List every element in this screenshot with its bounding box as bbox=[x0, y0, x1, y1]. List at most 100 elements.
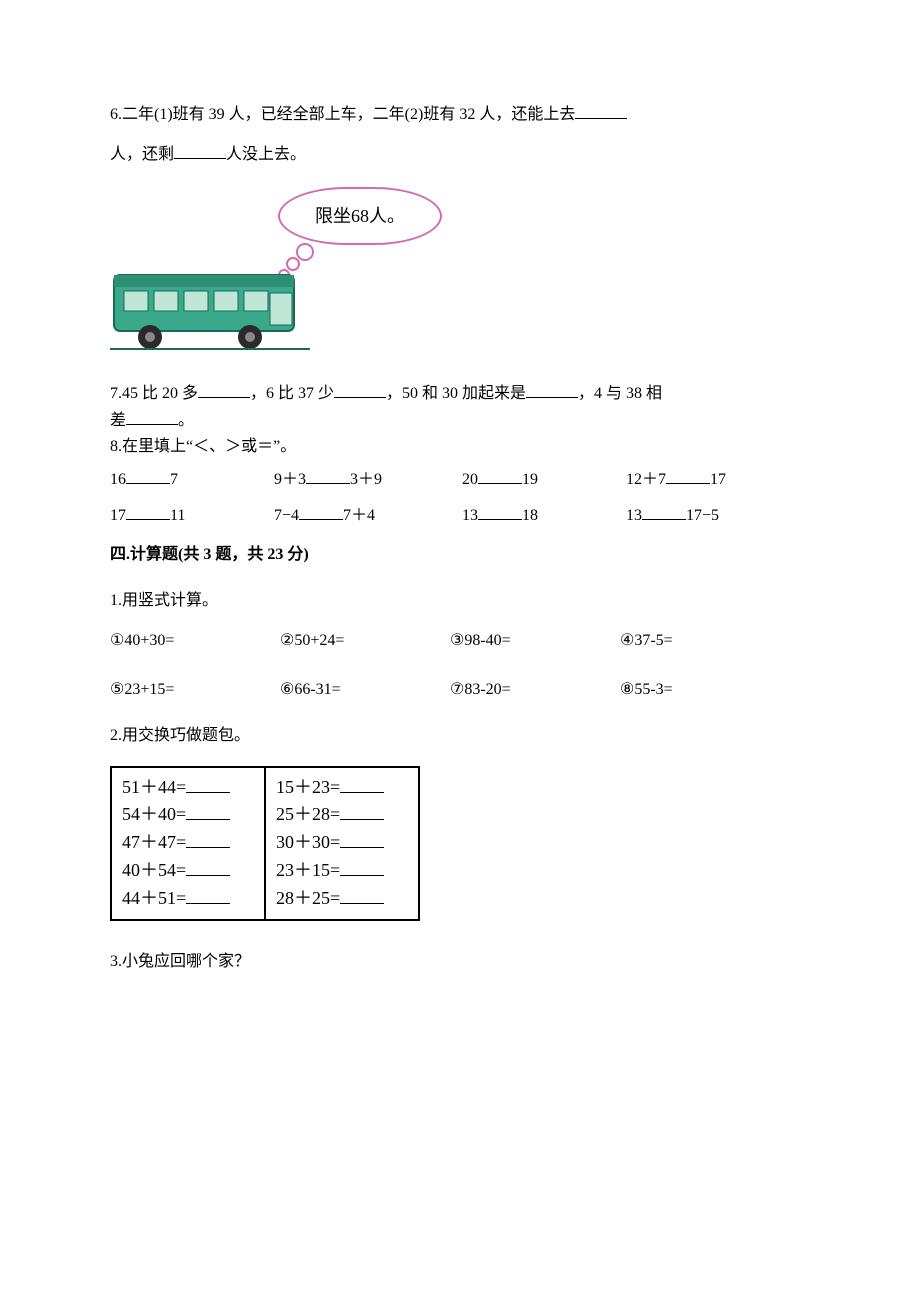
calc3-label: 3. bbox=[110, 953, 122, 970]
swap-line: 47＋47= bbox=[122, 829, 252, 857]
compare-blank[interactable] bbox=[306, 465, 350, 484]
calc1-title-line: 1.用竖式计算。 bbox=[110, 586, 820, 616]
calc-item: ⑤23+15= bbox=[110, 675, 280, 705]
q8-row1: 16 7 9＋3 3＋9 2019 12＋7 17 bbox=[110, 465, 820, 495]
compare-blank[interactable] bbox=[126, 501, 170, 520]
answer-blank[interactable] bbox=[186, 829, 230, 848]
swap-left-cell: 51＋44= 54＋40= 47＋47= 40＋54= 44＋51= bbox=[111, 767, 265, 920]
calc1-row2: ⑤23+15= ⑥66-31= ⑦83-20= ⑧55-3= bbox=[110, 675, 820, 705]
compare-item: 9＋3 3＋9 bbox=[274, 465, 462, 495]
expr: 51＋44= bbox=[122, 777, 186, 797]
circled-num: ⑧ bbox=[620, 681, 634, 698]
q7-line2b: 。 bbox=[178, 412, 194, 429]
q6-text2: 人，还剩 bbox=[110, 146, 174, 163]
rhs: 17 bbox=[710, 471, 726, 488]
document-page: 6.二年(1)班有 39 人，已经全部上车，二年(2)班有 32 人，还能上去 … bbox=[0, 0, 920, 1047]
compare-item: 2019 bbox=[462, 465, 626, 495]
q7-blank1[interactable] bbox=[198, 379, 250, 398]
q7-a: 45 比 20 多 bbox=[122, 385, 198, 402]
lhs: 9＋3 bbox=[274, 471, 306, 488]
answer-blank[interactable] bbox=[186, 801, 230, 820]
lhs: 20 bbox=[462, 471, 478, 488]
answer-blank[interactable] bbox=[340, 857, 384, 876]
circled-num: ⑤ bbox=[110, 681, 124, 698]
rhs: 7＋4 bbox=[343, 507, 375, 524]
calc1-label: 1. bbox=[110, 592, 122, 609]
q7-blank3[interactable] bbox=[526, 379, 578, 398]
q6-blank2[interactable] bbox=[174, 140, 226, 159]
rhs: 18 bbox=[522, 507, 538, 524]
q7-blank2[interactable] bbox=[334, 379, 386, 398]
swap-line: 15＋23= bbox=[276, 774, 406, 802]
lhs: 17 bbox=[110, 507, 126, 524]
answer-blank[interactable] bbox=[340, 885, 384, 904]
calc-item: ④37-5= bbox=[620, 626, 790, 656]
circled-num: ① bbox=[110, 632, 124, 649]
compare-blank[interactable] bbox=[299, 501, 343, 520]
q6-illustration: 限坐68人。 bbox=[110, 181, 470, 361]
calc3-title-line: 3.小兔应回哪个家？ bbox=[110, 947, 820, 977]
calc-expr: 98-40= bbox=[464, 632, 510, 649]
expr: 44＋51= bbox=[122, 888, 186, 908]
calc-item: ⑧55-3= bbox=[620, 675, 790, 705]
rhs: 3＋9 bbox=[350, 471, 382, 488]
calc-expr: 50+24= bbox=[294, 632, 344, 649]
lhs: 13 bbox=[462, 507, 478, 524]
rhs: 11 bbox=[170, 507, 185, 524]
q6-text1: 二年(1)班有 39 人，已经全部上车，二年(2)班有 32 人，还能上去 bbox=[122, 106, 575, 123]
calc1-row1: ①40+30= ②50+24= ③98-40= ④37-5= bbox=[110, 626, 820, 656]
answer-blank[interactable] bbox=[186, 885, 230, 904]
compare-blank[interactable] bbox=[642, 501, 686, 520]
q8-title-line: 8.在里填上“＜、＞或＝”。 bbox=[110, 435, 820, 459]
expr: 40＋54= bbox=[122, 860, 186, 880]
calc-item: ②50+24= bbox=[280, 626, 450, 656]
q7-b: ，6 比 37 少 bbox=[250, 385, 334, 402]
calc-expr: 83-20= bbox=[464, 681, 510, 698]
q6-blank1[interactable] bbox=[575, 100, 627, 119]
bubble-text: 限坐68人。 bbox=[315, 199, 405, 233]
expr: 47＋47= bbox=[122, 832, 186, 852]
lhs: 13 bbox=[626, 507, 642, 524]
calc1-title: 用竖式计算。 bbox=[122, 592, 218, 609]
calc-item: ⑦83-20= bbox=[450, 675, 620, 705]
expr: 25＋28= bbox=[276, 804, 340, 824]
compare-blank[interactable] bbox=[478, 465, 522, 484]
answer-blank[interactable] bbox=[340, 801, 384, 820]
calc-item: ⑥66-31= bbox=[280, 675, 450, 705]
compare-blank[interactable] bbox=[126, 465, 170, 484]
q7-blank4[interactable] bbox=[126, 406, 178, 425]
calc-item: ①40+30= bbox=[110, 626, 280, 656]
q7-line2a: 差 bbox=[110, 412, 126, 429]
swap-line: 54＋40= bbox=[122, 801, 252, 829]
swap-line: 40＋54= bbox=[122, 857, 252, 885]
compare-item: 1711 bbox=[110, 501, 274, 531]
compare-item: 7−47＋4 bbox=[274, 501, 462, 531]
calc-expr: 23+15= bbox=[124, 681, 174, 698]
q7-c: ，50 和 30 加起来是 bbox=[386, 385, 526, 402]
calc3-title: 小兔应回哪个家？ bbox=[122, 953, 250, 970]
lhs: 16 bbox=[110, 471, 126, 488]
calc-expr: 55-3= bbox=[634, 681, 672, 698]
compare-blank[interactable] bbox=[666, 465, 710, 484]
lhs: 12＋7 bbox=[626, 471, 666, 488]
calc-expr: 37-5= bbox=[634, 632, 672, 649]
q7-line2: 差。 bbox=[110, 406, 820, 433]
answer-blank[interactable] bbox=[186, 857, 230, 876]
calc2-title-line: 2.用交换巧做题包。 bbox=[110, 721, 820, 751]
answer-blank[interactable] bbox=[340, 829, 384, 848]
q6-text3: 人没上去。 bbox=[226, 146, 306, 163]
answer-blank[interactable] bbox=[340, 774, 384, 793]
q7-label: 7. bbox=[110, 385, 122, 402]
compare-blank[interactable] bbox=[478, 501, 522, 520]
capacity-bubble: 限坐68人。 bbox=[278, 187, 442, 245]
answer-blank[interactable] bbox=[186, 774, 230, 793]
circled-num: ⑥ bbox=[280, 681, 294, 698]
swap-line: 28＋25= bbox=[276, 885, 406, 913]
q6-line1: 6.二年(1)班有 39 人，已经全部上车，二年(2)班有 32 人，还能上去 bbox=[110, 100, 820, 130]
expr: 30＋30= bbox=[276, 832, 340, 852]
swap-line: 23＋15= bbox=[276, 857, 406, 885]
rhs: 7 bbox=[170, 471, 178, 488]
compare-item: 13 18 bbox=[462, 501, 626, 531]
compare-item: 16 7 bbox=[110, 465, 274, 495]
q6-line2: 人，还剩 人没上去。 bbox=[110, 140, 820, 170]
